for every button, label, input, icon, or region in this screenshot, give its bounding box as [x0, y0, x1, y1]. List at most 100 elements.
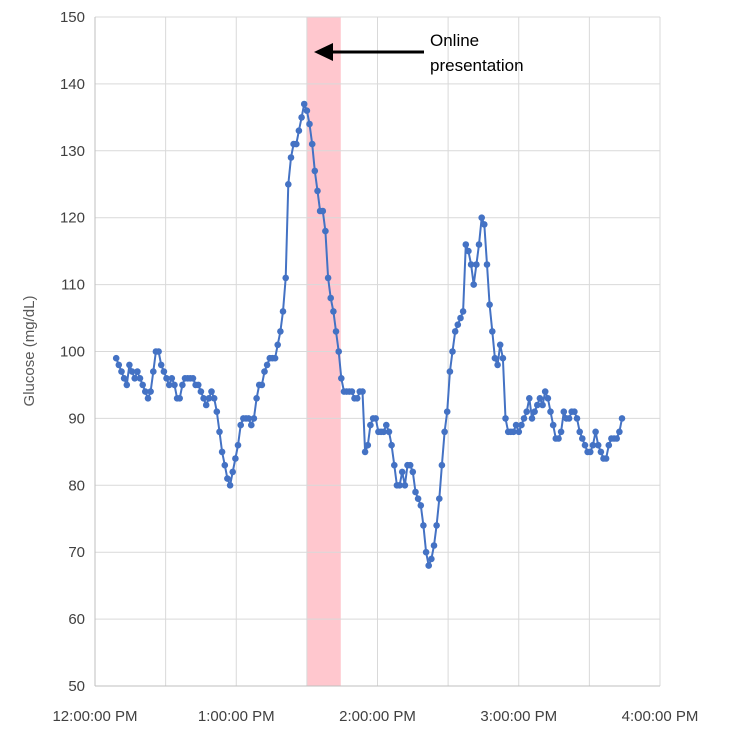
y-tick-label: 130 — [60, 143, 85, 160]
data-point — [142, 388, 149, 395]
data-point — [560, 408, 568, 416]
data-point — [314, 187, 321, 195]
data-point — [319, 207, 327, 215]
x-tick-label: 12:00:00 PM — [52, 708, 137, 725]
data-point — [420, 522, 427, 529]
data-point — [112, 354, 120, 362]
data-point — [308, 140, 316, 148]
data-point — [618, 415, 626, 422]
data-point — [163, 375, 170, 382]
data-point — [544, 395, 552, 402]
data-point — [587, 448, 594, 456]
data-point — [457, 314, 464, 322]
data-point — [494, 361, 501, 369]
data-point — [160, 368, 168, 375]
data-point — [361, 448, 369, 456]
data-point — [441, 428, 448, 436]
annotation-layer: Online presentation — [314, 31, 524, 75]
data-point — [520, 415, 528, 422]
data-point — [330, 308, 337, 315]
data-point — [277, 328, 284, 335]
data-point — [579, 435, 586, 442]
y-axis-title: Glucose (mg/dL) — [21, 296, 38, 407]
data-point — [486, 301, 493, 309]
data-point — [271, 354, 279, 362]
data-point — [446, 368, 454, 375]
data-point — [348, 388, 356, 395]
data-point — [470, 281, 478, 288]
y-tick-label: 50 — [68, 678, 85, 695]
data-point — [430, 542, 438, 549]
data-point — [208, 388, 215, 395]
data-point — [210, 395, 218, 402]
data-point — [499, 354, 507, 362]
series-layer — [112, 100, 626, 569]
data-point — [338, 375, 345, 382]
grid-layer — [95, 16, 661, 686]
data-point — [147, 388, 154, 395]
data-point — [388, 441, 395, 449]
data-point — [428, 555, 435, 563]
data-point — [436, 495, 443, 503]
data-point — [398, 468, 406, 476]
data-point — [144, 395, 152, 402]
data-point — [616, 428, 623, 436]
data-point — [396, 482, 403, 489]
data-point — [555, 435, 562, 442]
data-point — [465, 247, 472, 255]
data-point — [573, 415, 581, 422]
data-point — [594, 441, 602, 449]
data-point — [282, 274, 290, 282]
data-point — [438, 461, 446, 469]
data-point — [367, 421, 374, 429]
data-point — [454, 321, 462, 329]
data-point — [515, 428, 523, 436]
data-point — [195, 381, 202, 389]
data-point — [226, 482, 234, 489]
series-line — [115, 103, 623, 567]
data-point — [380, 428, 388, 436]
data-point — [250, 415, 258, 422]
data-point — [425, 562, 433, 569]
data-point — [526, 395, 533, 402]
data-point — [295, 127, 303, 134]
data-point — [489, 328, 496, 335]
x-tick-label: 3:00:00 PM — [480, 708, 557, 725]
data-point — [459, 308, 467, 315]
data-point — [165, 381, 173, 389]
data-point — [409, 468, 417, 476]
data-point — [401, 482, 409, 489]
data-point — [202, 401, 210, 409]
data-point — [200, 395, 207, 402]
data-point — [189, 375, 197, 382]
data-point — [136, 375, 144, 382]
data-point — [118, 368, 125, 375]
y-tick-label: 80 — [68, 477, 85, 494]
data-point — [412, 488, 419, 496]
data-point — [462, 241, 470, 248]
data-point — [332, 328, 340, 335]
data-point — [322, 227, 329, 235]
data-point — [155, 348, 162, 355]
data-point — [414, 495, 422, 503]
data-point — [597, 448, 605, 456]
y-tick-label: 150 — [60, 9, 85, 26]
data-point — [115, 361, 123, 369]
data-point — [602, 455, 610, 462]
data-point — [285, 181, 292, 188]
axes-layer: 50 60 70 80 90 100 110 120 130 140 150 12:00:00 PM 1… — [52, 9, 698, 725]
data-point — [417, 502, 425, 509]
data-point — [541, 388, 549, 395]
data-point — [565, 415, 573, 422]
data-point — [422, 548, 430, 556]
data-point — [383, 421, 390, 429]
data-point — [248, 421, 255, 429]
data-point — [205, 395, 213, 402]
data-point — [245, 415, 252, 422]
data-point — [229, 468, 236, 476]
data-point — [433, 522, 440, 529]
data-point — [451, 328, 459, 335]
data-point — [168, 375, 176, 382]
data-point — [258, 381, 266, 389]
y-tick-label: 90 — [68, 410, 85, 427]
